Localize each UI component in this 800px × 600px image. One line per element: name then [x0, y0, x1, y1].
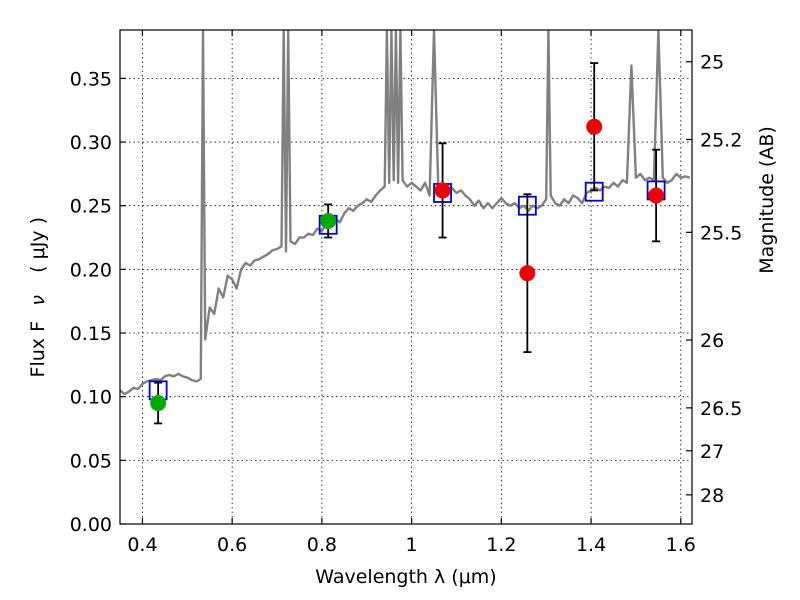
y-axis-label-sub: ν [27, 295, 49, 306]
x-tick-label: 1.2 [486, 534, 516, 556]
x-tick-label: 0.8 [307, 534, 337, 556]
x-tick-label: 0.4 [127, 534, 157, 556]
y-tick-label: 0.20 [70, 259, 112, 281]
y-tick-label: 0.05 [70, 450, 112, 472]
green-data-point [320, 212, 337, 229]
red-data-point [519, 265, 536, 282]
plot-layer [120, 30, 691, 425]
y-axis-label-main: Flux F [27, 321, 49, 377]
green-data-point [150, 395, 167, 412]
spectrum-line [120, 30, 691, 396]
right-tick-label: 26.5 [700, 398, 742, 420]
y-axis-label-unit: ( μJy ) [27, 217, 49, 273]
right-tick-label: 26 [700, 330, 724, 352]
right-tick-label: 28 [700, 485, 724, 507]
right-tick-label: 27 [700, 441, 724, 463]
x-tick-label: 1.6 [666, 534, 696, 556]
x-tick-label: 1.4 [576, 534, 606, 556]
right-tick-label: 25.2 [700, 129, 742, 151]
right-axis-label: Magnitude (AB) [756, 126, 778, 274]
y-tick-label: 0.35 [70, 68, 112, 90]
right-tick-label: 25 [700, 52, 724, 74]
red-data-point [648, 187, 665, 204]
x-axis-label: Wavelength λ (μm) [315, 566, 496, 588]
red-data-point [434, 182, 451, 199]
tick-layer: 0.4 0.6 0.8 1 1.2 1.4 1.6 0.00 0.05 0.10 0.15 0.20 0… [70, 30, 742, 556]
red-data-point [586, 118, 603, 135]
y-tick-label: 0.10 [70, 387, 112, 409]
y-tick-label: 0.00 [70, 514, 112, 536]
y-tick-label: 0.25 [70, 196, 112, 218]
x-tick-label: 0.6 [217, 534, 247, 556]
y-axis-label: Flux F ν ( μJy ) [27, 217, 49, 377]
y-tick-label: 0.30 [70, 132, 112, 154]
plot-frame [119, 29, 693, 525]
y-tick-label: 0.15 [70, 323, 112, 345]
x-tick-label: 1 [406, 534, 418, 556]
right-tick-label: 25.5 [700, 222, 742, 244]
